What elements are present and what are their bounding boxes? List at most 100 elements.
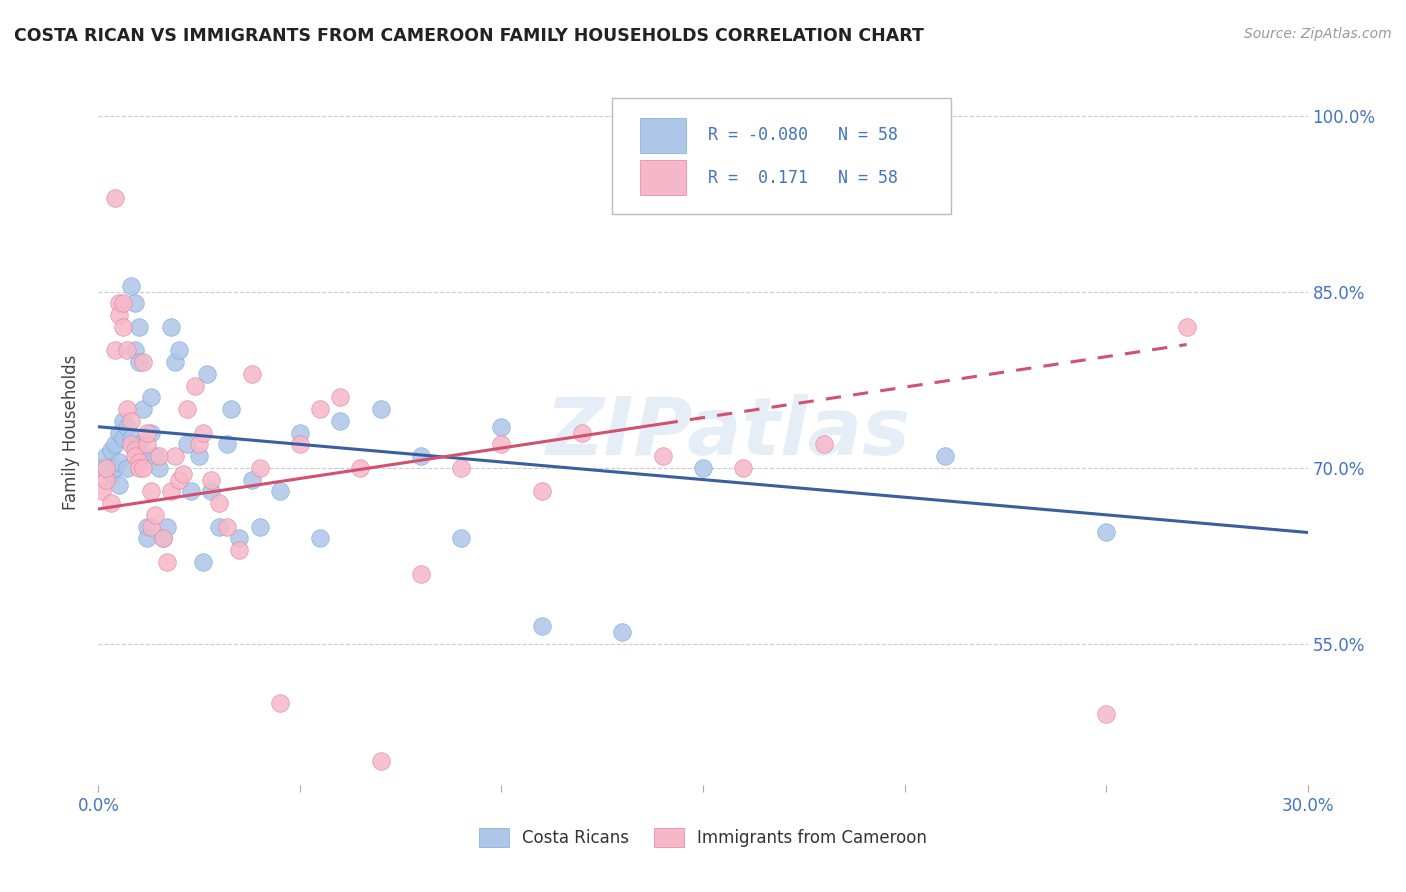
Point	[217, 437, 239, 451]
Point	[132, 402, 155, 417]
Point	[269, 696, 291, 710]
Point	[107, 296, 129, 310]
Point	[249, 461, 271, 475]
Point	[208, 519, 231, 533]
Point	[156, 555, 179, 569]
Point	[813, 437, 835, 451]
Point	[128, 355, 150, 369]
Point	[107, 455, 129, 469]
Point	[188, 437, 211, 451]
Point	[184, 378, 207, 392]
Point	[228, 532, 250, 546]
Point	[111, 414, 134, 428]
Point	[96, 473, 118, 487]
Point	[148, 461, 170, 475]
Text: COSTA RICAN VS IMMIGRANTS FROM CAMEROON FAMILY HOUSEHOLDS CORRELATION CHART: COSTA RICAN VS IMMIGRANTS FROM CAMEROON …	[14, 27, 924, 45]
Point	[409, 566, 432, 581]
Point	[288, 437, 311, 451]
Point	[193, 555, 215, 569]
Point	[571, 425, 593, 440]
Point	[530, 484, 553, 499]
Point	[733, 461, 755, 475]
Point	[370, 402, 392, 417]
Point	[103, 343, 125, 358]
Point	[128, 437, 150, 451]
Point	[163, 355, 186, 369]
Text: Source: ZipAtlas.com: Source: ZipAtlas.com	[1244, 27, 1392, 41]
Point	[132, 449, 155, 463]
Point	[139, 391, 162, 405]
Y-axis label: Family Households: Family Households	[62, 355, 80, 510]
Point	[167, 473, 190, 487]
Point	[152, 532, 174, 546]
Point	[124, 343, 146, 358]
Point	[934, 449, 956, 463]
Point	[120, 414, 142, 428]
Point	[91, 461, 114, 475]
Bar	[640, 118, 686, 153]
Point	[1095, 707, 1118, 722]
Point	[107, 425, 129, 440]
Point	[124, 449, 146, 463]
Point	[288, 425, 311, 440]
Point	[120, 432, 142, 446]
Point	[240, 367, 263, 381]
Point	[370, 755, 392, 769]
Point	[103, 437, 125, 451]
Bar	[640, 160, 686, 195]
Point	[139, 425, 162, 440]
Point	[135, 532, 157, 546]
Point	[195, 367, 218, 381]
Point	[96, 449, 118, 463]
Point	[103, 191, 125, 205]
Point	[180, 484, 202, 499]
Point	[139, 484, 162, 499]
Point	[152, 532, 174, 546]
Point	[1175, 320, 1198, 334]
Point	[167, 343, 190, 358]
Point	[132, 355, 155, 369]
Point	[193, 425, 215, 440]
Point	[309, 532, 332, 546]
Point	[148, 449, 170, 463]
Point	[156, 519, 179, 533]
Point	[160, 320, 183, 334]
Point	[200, 484, 222, 499]
Point	[143, 449, 166, 463]
Point	[172, 467, 194, 481]
Point	[228, 543, 250, 558]
Point	[115, 343, 138, 358]
Point	[135, 519, 157, 533]
Point	[176, 437, 198, 451]
Point	[91, 484, 114, 499]
Point	[349, 461, 371, 475]
Point	[221, 402, 243, 417]
Point	[491, 419, 513, 434]
Point	[188, 449, 211, 463]
Point	[491, 437, 513, 451]
Point	[139, 519, 162, 533]
Point	[120, 437, 142, 451]
Point	[450, 532, 472, 546]
Point	[128, 461, 150, 475]
Text: ZIPatlas: ZIPatlas	[544, 393, 910, 472]
Legend: Costa Ricans, Immigrants from Cameroon: Costa Ricans, Immigrants from Cameroon	[478, 828, 928, 847]
Point	[115, 402, 138, 417]
Point	[135, 437, 157, 451]
Point	[128, 455, 150, 469]
Point	[329, 414, 352, 428]
Point	[111, 296, 134, 310]
Point	[692, 461, 714, 475]
Point	[132, 461, 155, 475]
Point	[115, 461, 138, 475]
Point	[100, 496, 122, 510]
Point	[217, 519, 239, 533]
Point	[530, 619, 553, 633]
Point	[100, 467, 122, 481]
Point	[100, 443, 122, 458]
Point	[96, 461, 118, 475]
Point	[160, 484, 183, 499]
Point	[612, 625, 634, 640]
Point	[135, 425, 157, 440]
Point	[1095, 525, 1118, 540]
